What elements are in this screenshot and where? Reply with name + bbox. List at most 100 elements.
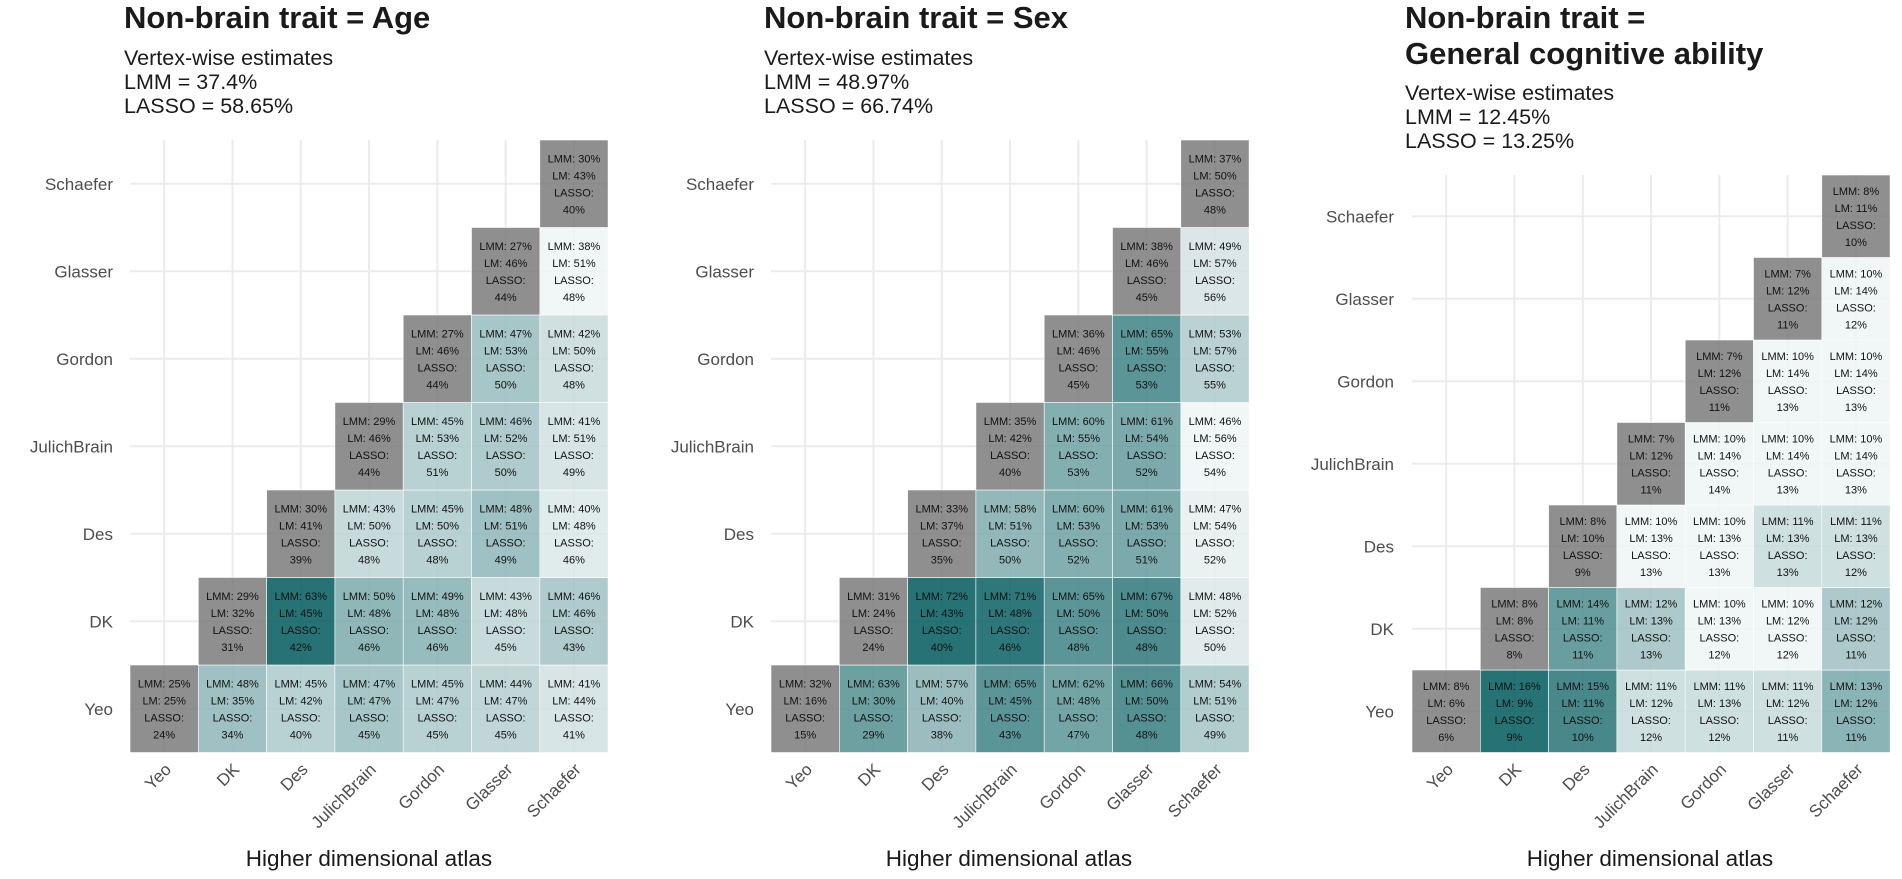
cell-label: LMM: 41% xyxy=(548,416,601,428)
x-tick-label: Glasser xyxy=(1103,760,1158,815)
cell-label: LASSO: xyxy=(1195,450,1235,462)
cell-label: LASSO: xyxy=(1768,550,1808,562)
cell-label: LASSO: xyxy=(1699,715,1739,727)
x-tick-label: Schaefer xyxy=(523,760,585,822)
cell-label: LASSO: xyxy=(1768,715,1808,727)
cell-label: LMM: 8% xyxy=(1833,186,1880,198)
panel-age: Non-brain trait = Age Vertex-wise estima… xyxy=(124,0,644,879)
x-tick-label: JulichBrain xyxy=(308,760,380,832)
cell-label: 8% xyxy=(1506,649,1522,661)
cell-label: LMM: 44% xyxy=(479,678,532,690)
cell-label: LM: 11% xyxy=(1561,698,1604,710)
heatmap-cell xyxy=(1821,587,1891,671)
cell-label: LM: 54% xyxy=(1193,520,1237,532)
cell-label: LM: 51% xyxy=(484,520,528,532)
cell-label: LMM: 10% xyxy=(1761,433,1814,445)
cell-label: LASSO: xyxy=(1195,187,1235,199)
cell-label: LASSO: xyxy=(1768,302,1808,314)
subtitle-line: Vertex-wise estimates xyxy=(764,46,974,70)
cell-label: 12% xyxy=(1708,649,1730,661)
cell-label: LM: 55% xyxy=(1057,433,1101,445)
cell-label: LMM: 11% xyxy=(1762,516,1814,528)
heatmap-cell xyxy=(1753,669,1823,753)
cell-label: LMM: 46% xyxy=(1189,416,1242,428)
heatmap-cell xyxy=(1548,587,1618,671)
cell-label: 43% xyxy=(999,729,1021,741)
cell-label: 24% xyxy=(153,729,175,741)
cell-label: LM: 32% xyxy=(211,608,255,620)
cell-label: LMM: 50% xyxy=(343,591,396,603)
cell-label: 48% xyxy=(426,554,448,566)
y-tick-label: DK xyxy=(89,612,113,631)
heatmap-cell xyxy=(1043,402,1113,491)
heatmap-cell xyxy=(402,664,472,753)
cell-label: LM: 12% xyxy=(1834,698,1878,710)
cell-label: LASSO: xyxy=(990,625,1030,637)
cell-label: 13% xyxy=(1708,567,1730,579)
cell-label: 41% xyxy=(563,729,585,741)
cell-label: 13% xyxy=(1777,484,1799,496)
cell-label: 53% xyxy=(1136,379,1158,391)
heatmap-cell xyxy=(1411,669,1481,753)
y-tick-label: DK xyxy=(1370,620,1394,639)
cell-label: 11% xyxy=(1572,649,1593,661)
heatmap-cell xyxy=(129,664,199,753)
cell-label: 11% xyxy=(1777,319,1798,331)
cell-label: LASSO: xyxy=(417,362,457,374)
cell-label: 13% xyxy=(1777,402,1799,414)
cell-label: LMM: 11% xyxy=(1762,681,1814,693)
cell-label: LMM: 35% xyxy=(984,416,1037,428)
y-tick-label: Gordon xyxy=(1337,372,1394,391)
cell-label: LASSO: xyxy=(1563,715,1603,727)
cell-label: 12% xyxy=(1640,732,1662,744)
cell-label: 48% xyxy=(1204,204,1226,216)
cell-label: LMM: 61% xyxy=(1120,416,1173,428)
x-tick-label: Schaefer xyxy=(1805,760,1867,822)
subtitle-line: LMM = 37.4% xyxy=(124,70,258,94)
cell-label: LM: 56% xyxy=(1193,433,1237,445)
cell-label: LASSO: xyxy=(1699,550,1739,562)
heatmap-cell xyxy=(1821,257,1891,341)
cell-label: LM: 30% xyxy=(852,695,896,707)
cell-label: LM: 42% xyxy=(279,695,323,707)
cell-label: LASSO: xyxy=(1631,467,1671,479)
panel-title: Non-brain trait = Age xyxy=(124,0,431,35)
cell-label: LASSO: xyxy=(1836,302,1876,314)
cell-label: LM: 12% xyxy=(1629,698,1673,710)
heatmap-cell xyxy=(1548,504,1618,588)
cell-label: LASSO: xyxy=(1195,625,1235,637)
cell-label: LM: 51% xyxy=(988,520,1032,532)
cell-label: LASSO: xyxy=(1836,632,1876,644)
cell-label: 12% xyxy=(1708,732,1730,744)
cell-label: LMM: 27% xyxy=(411,328,464,340)
cell-label: 45% xyxy=(495,729,517,741)
subtitle-line: LASSO = 13.25% xyxy=(1405,129,1575,153)
cell-label: LASSO: xyxy=(1127,450,1167,462)
cell-label: LMM: 46% xyxy=(479,416,532,428)
heatmap-cell xyxy=(1821,504,1891,588)
cell-label: LM: 8% xyxy=(1496,615,1534,627)
cell-label: 49% xyxy=(563,467,585,479)
cell-label: LASSO: xyxy=(1195,712,1235,724)
cell-label: LM: 46% xyxy=(552,608,596,620)
cell-label: LMM: 49% xyxy=(411,591,464,603)
cell-label: LMM: 29% xyxy=(206,591,259,603)
cell-label: 40% xyxy=(931,642,953,654)
cell-label: LMM: 46% xyxy=(548,591,601,603)
heatmap-cell xyxy=(266,577,336,666)
cell-label: 40% xyxy=(563,204,585,216)
panel-subtitle: Vertex-wise estimates LMM = 48.97% LASSO… xyxy=(764,46,973,118)
cell-label: LASSO: xyxy=(144,712,184,724)
cell-label: 40% xyxy=(290,729,312,741)
heatmap-cell xyxy=(907,577,977,666)
cell-label: 48% xyxy=(563,379,585,391)
cell-label: LMM: 65% xyxy=(984,678,1037,690)
x-tick-label: Des xyxy=(1559,760,1594,795)
cell-label: 46% xyxy=(358,642,380,654)
cell-label: 11% xyxy=(1709,402,1730,414)
cell-label: LM: 51% xyxy=(552,433,596,445)
cell-label: 45% xyxy=(1067,379,1089,391)
heatmap-cell xyxy=(1616,669,1686,753)
cell-label: LM: 47% xyxy=(347,695,391,707)
cell-label: LM: 14% xyxy=(1834,450,1878,462)
